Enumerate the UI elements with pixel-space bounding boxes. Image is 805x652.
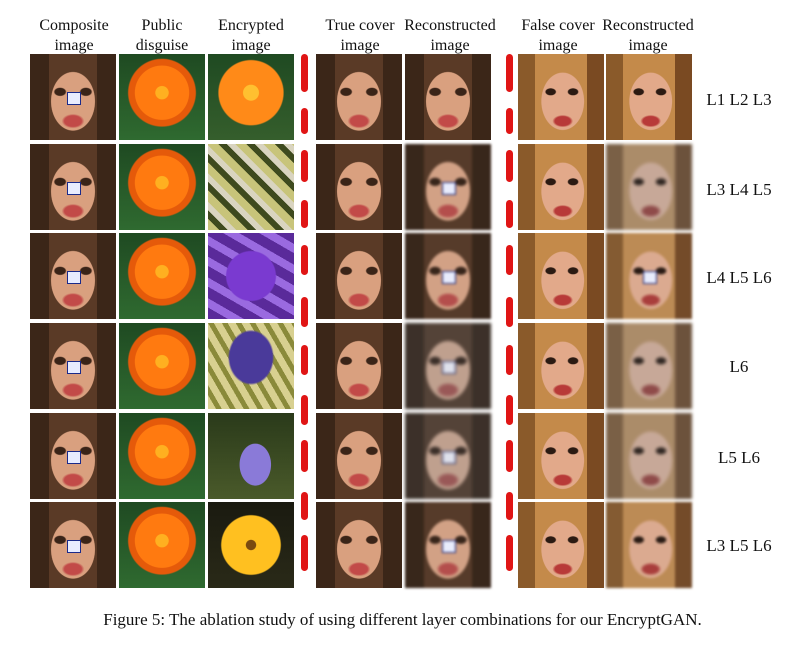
row-label: L5 L6 [717, 448, 761, 467]
true-cover-image [316, 413, 402, 499]
composite-image [30, 54, 116, 140]
figure-caption: Figure 5: The ablation study of using di… [103, 610, 702, 629]
reconstructed-image [405, 502, 491, 588]
encrypted-image [208, 144, 294, 230]
reconstructed-image [606, 233, 692, 319]
reconstructed-image [606, 413, 692, 499]
separator-dash [301, 108, 308, 134]
header-false-cover: False cover image [521, 17, 595, 54]
composite-image [30, 413, 116, 499]
header-encrypted: Encrypted image [218, 17, 284, 54]
separator-dash [301, 440, 308, 472]
row-label: L3 L4 L5 [706, 180, 772, 199]
true-cover-image [316, 54, 402, 140]
reconstructed-image [606, 54, 692, 140]
separator-dash [301, 200, 308, 228]
composite-image [30, 323, 116, 409]
false-cover-image [518, 54, 604, 140]
separator-dash [506, 535, 513, 571]
false-cover-image [518, 413, 604, 499]
public-disguise-image [119, 502, 205, 588]
true-cover-image [316, 144, 402, 230]
separator-dash [301, 297, 308, 327]
true-cover-image [316, 502, 402, 588]
separator-dash [506, 54, 513, 92]
false-cover-image [518, 323, 604, 409]
reconstructed-image [606, 323, 692, 409]
qr-patch-icon [442, 451, 456, 464]
encrypted-image [208, 233, 294, 319]
separator-dash [506, 108, 513, 134]
separator-dash [301, 54, 308, 92]
reconstructed-image [405, 233, 491, 319]
qr-patch-icon [442, 271, 456, 284]
composite-image [30, 233, 116, 319]
separator-dash [301, 535, 308, 571]
false-cover-image [518, 233, 604, 319]
separator-dash [506, 395, 513, 425]
row-label: L3 L5 L6 [706, 536, 772, 555]
public-disguise-image [119, 233, 205, 319]
row-label: L6 [729, 357, 749, 376]
row-label: L4 L5 L6 [706, 268, 772, 287]
qr-patch-icon [67, 361, 81, 374]
separator-dash [301, 150, 308, 182]
reconstructed-image [405, 413, 491, 499]
composite-image [30, 502, 116, 588]
qr-patch-icon [67, 451, 81, 464]
false-cover-image [518, 144, 604, 230]
qr-patch-icon [643, 271, 657, 284]
false-cover-image [518, 502, 604, 588]
separator-dash [506, 245, 513, 275]
separator-dash [506, 200, 513, 228]
qr-patch-icon [67, 182, 81, 195]
public-disguise-image [119, 413, 205, 499]
qr-patch-icon [442, 182, 456, 195]
row-label: L1 L2 L3 [706, 90, 772, 109]
qr-patch-icon [67, 92, 81, 105]
reconstructed-image [405, 144, 491, 230]
header-reconstructed-1: Reconstructed image [404, 17, 496, 54]
separator-dash [301, 395, 308, 425]
separator-dash [301, 492, 308, 520]
header-true-cover: True cover image [325, 17, 395, 54]
encrypted-image [208, 323, 294, 409]
header-public: Public disguise [135, 17, 189, 54]
public-disguise-image [119, 54, 205, 140]
separator-dash [506, 492, 513, 520]
encrypted-image [208, 54, 294, 140]
public-disguise-image [119, 144, 205, 230]
qr-patch-icon [67, 540, 81, 553]
qr-patch-icon [442, 540, 456, 553]
public-disguise-image [119, 323, 205, 409]
qr-patch-icon [442, 361, 456, 374]
separator-dash [506, 297, 513, 327]
reconstructed-image [606, 144, 692, 230]
separator-dash [301, 245, 308, 275]
reconstructed-image [405, 54, 491, 140]
reconstructed-image [405, 323, 491, 409]
header-reconstructed-2: Reconstructed image [602, 17, 694, 54]
composite-image [30, 144, 116, 230]
separator-dash [506, 440, 513, 472]
reconstructed-image [606, 502, 692, 588]
true-cover-image [316, 323, 402, 409]
header-composite: Composite image [39, 17, 109, 54]
encrypted-image [208, 413, 294, 499]
qr-patch-icon [67, 271, 81, 284]
separator-dash [506, 150, 513, 182]
separator-dash [506, 345, 513, 375]
encrypted-image [208, 502, 294, 588]
true-cover-image [316, 233, 402, 319]
separator-dash [301, 345, 308, 375]
